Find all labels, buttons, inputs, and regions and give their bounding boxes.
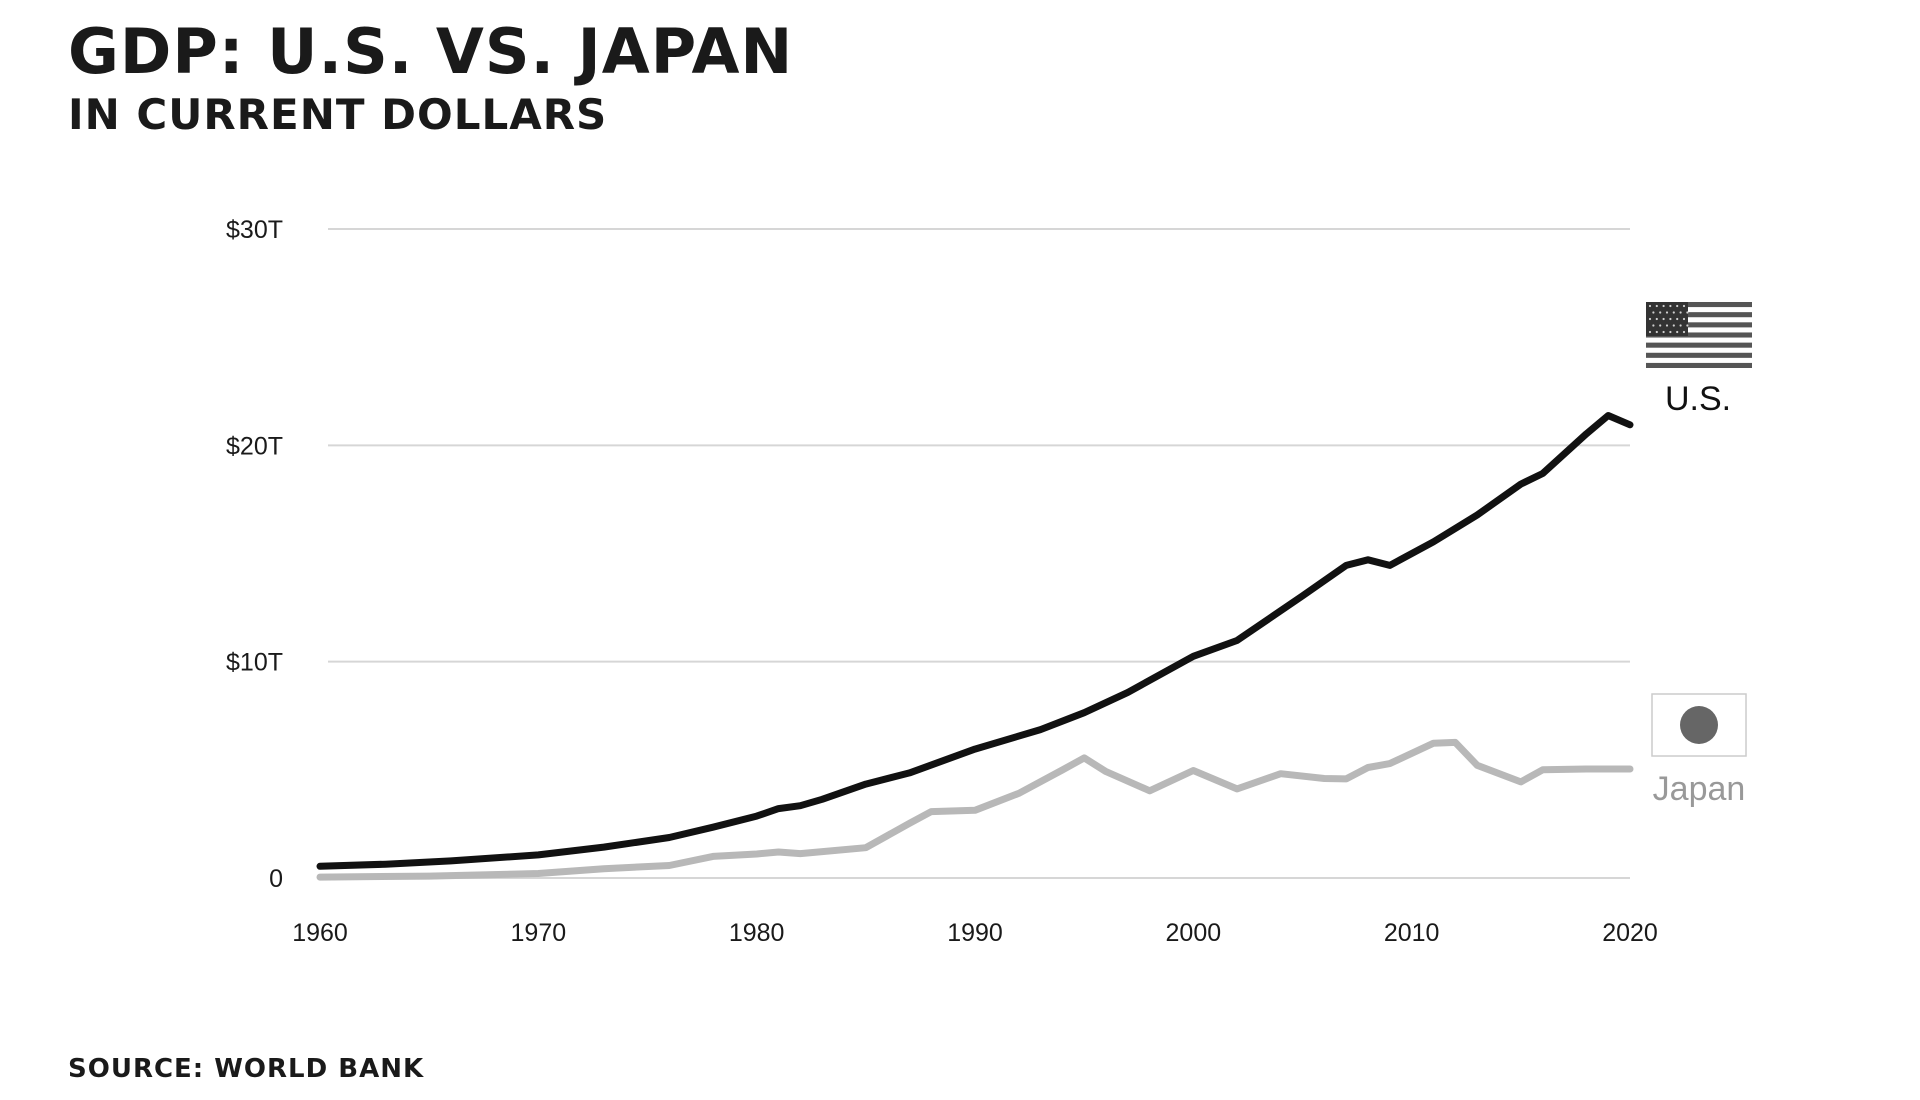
chart-subtitle: IN CURRENT DOLLARS xyxy=(68,90,608,139)
flag-stripe xyxy=(1646,312,1752,318)
y-tick-label: $30T xyxy=(226,216,283,244)
flag-star xyxy=(1676,330,1679,334)
japan-series-line xyxy=(316,738,1634,881)
flag-star xyxy=(1676,304,1679,308)
flag-stripe xyxy=(1646,302,1752,308)
flag-star xyxy=(1672,311,1675,314)
flag-star xyxy=(1652,324,1655,327)
flag-star xyxy=(1662,317,1665,321)
flag-star xyxy=(1665,324,1669,327)
flag-star xyxy=(1669,304,1672,308)
flag-star xyxy=(1662,304,1665,308)
flag-star xyxy=(1686,311,1689,314)
y-tick-label: $20T xyxy=(226,432,283,460)
x-tick-label: 1960 xyxy=(292,919,348,947)
flag-star xyxy=(1648,304,1652,308)
flag-stripe xyxy=(1646,342,1752,348)
us-flag-icon xyxy=(1646,302,1752,368)
flag-star xyxy=(1659,324,1662,327)
x-tick-label: 1970 xyxy=(511,919,567,947)
flag-star xyxy=(1662,330,1665,334)
flag-star xyxy=(1665,311,1669,314)
flag-star xyxy=(1682,330,1686,334)
flag-stripe xyxy=(1646,322,1752,328)
flag-star xyxy=(1669,317,1672,321)
flag-star xyxy=(1676,317,1679,321)
us-series-line xyxy=(316,412,1634,870)
x-tick-label: 1980 xyxy=(729,919,785,947)
chart-title: GDP: U.S. VS. JAPAN xyxy=(68,15,794,88)
flag-star xyxy=(1672,324,1675,327)
flag-star xyxy=(1659,311,1662,314)
x-tick-label: 2010 xyxy=(1384,919,1440,947)
flag-star xyxy=(1648,330,1652,334)
flag-stripe xyxy=(1646,352,1752,358)
y-tick-label: $10T xyxy=(226,649,283,677)
flag-stripe xyxy=(1646,362,1752,368)
japan-flag-icon xyxy=(1651,693,1747,757)
y-axis-ticks: 0 $10T $20T $30T xyxy=(226,216,283,893)
gridlines xyxy=(328,228,1630,879)
flag-star xyxy=(1655,304,1658,308)
flag-star xyxy=(1648,317,1652,321)
flag-star xyxy=(1652,311,1655,314)
source-note: SOURCE: WORLD BANK xyxy=(68,1054,425,1084)
x-tick-label: 2020 xyxy=(1602,919,1658,947)
japan-series-label: Japan xyxy=(1653,770,1746,808)
x-axis-ticks: 1960 1970 1980 1990 2000 2010 2020 xyxy=(292,919,1658,947)
flag-star xyxy=(1655,317,1658,321)
flag-star xyxy=(1682,317,1686,321)
flag-star xyxy=(1655,330,1658,334)
flag-star xyxy=(1679,311,1682,314)
us-series-label: U.S. xyxy=(1665,380,1731,418)
flag-stripe xyxy=(1646,332,1752,338)
flag-star xyxy=(1682,304,1686,308)
y-tick-label: 0 xyxy=(269,865,283,893)
flag-star xyxy=(1686,324,1689,327)
x-tick-label: 1990 xyxy=(947,919,1003,947)
flag-star xyxy=(1679,324,1682,327)
series-lines xyxy=(316,412,1634,881)
flag-star xyxy=(1669,330,1672,334)
x-tick-label: 2000 xyxy=(1166,919,1222,947)
